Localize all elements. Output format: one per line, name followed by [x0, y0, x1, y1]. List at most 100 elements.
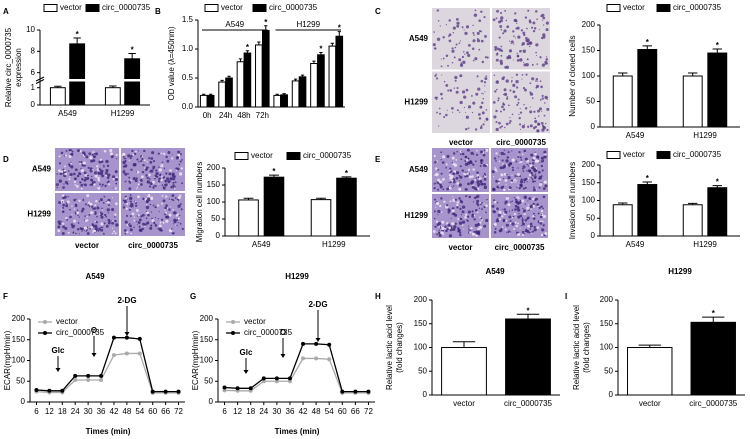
cell-speck [137, 150, 139, 152]
error-bar [312, 60, 316, 64]
cell-speck [140, 154, 142, 156]
cell-speck [513, 213, 517, 216]
cell-speck [446, 227, 449, 231]
cell-speck [81, 207, 85, 211]
cell-speck [162, 186, 166, 190]
cell-speck [440, 58, 442, 60]
cell-speck [149, 182, 153, 186]
cell-speck [146, 181, 149, 184]
cell-speck [163, 175, 165, 178]
cell-speck [459, 217, 463, 221]
cell-speck [148, 173, 151, 177]
cell-speck [506, 96, 509, 98]
cell-speck [81, 230, 83, 232]
cell-speck [509, 40, 511, 42]
cell-speck [544, 63, 547, 65]
cell-speck [524, 107, 528, 110]
cell-speck [115, 202, 118, 206]
cell-speck [467, 168, 471, 172]
cell-speck [71, 214, 73, 216]
y-tick-label: 100 [414, 343, 428, 352]
cell-speck [498, 160, 501, 163]
cell-speck [477, 182, 481, 187]
cell-speck [544, 184, 548, 188]
cell-speck [535, 80, 537, 82]
cell-speck [91, 153, 94, 156]
cell-speck [451, 162, 454, 164]
cell-speck [476, 149, 478, 152]
significance-mark: * [246, 43, 250, 52]
cell-speck [532, 215, 535, 218]
cell-speck [534, 180, 536, 183]
cell-speck [465, 213, 468, 216]
cell-speck [438, 233, 442, 237]
cell-speck [476, 232, 479, 235]
x-tick-label: 0h [203, 111, 212, 120]
cell-speck [521, 199, 525, 203]
point [340, 389, 345, 394]
cell-speck [503, 208, 507, 211]
cell-speck [539, 222, 543, 225]
x-tick-label: A549 [626, 240, 645, 249]
cell-speck [475, 188, 478, 191]
cell-speck [84, 230, 87, 232]
cell-speck [463, 29, 465, 31]
cell-speck [520, 178, 523, 181]
cell-speck [531, 162, 535, 165]
cell-speck [477, 87, 481, 91]
cell-speck [158, 177, 162, 181]
cell-speck [459, 74, 463, 78]
cell-speck [136, 186, 139, 188]
cell-speck [168, 198, 171, 200]
cell-speck [515, 73, 519, 76]
cell-speck [471, 180, 475, 184]
cell-speck [133, 216, 135, 218]
legend-label: vector [60, 3, 82, 12]
cell-speck [503, 126, 506, 129]
cell-speck [176, 219, 179, 222]
cell-speck [476, 39, 481, 43]
cell-speck [456, 206, 459, 209]
cell-speck [135, 204, 138, 207]
cell-speck [144, 225, 146, 227]
cell-speck [461, 152, 465, 156]
cell-speck [440, 225, 443, 228]
cell-speck [452, 180, 456, 184]
cell-speck [435, 167, 438, 170]
cell-speck [158, 210, 160, 213]
cell-speck [540, 175, 543, 178]
cell-speck [435, 73, 437, 76]
bar [317, 54, 325, 108]
cell-speck [480, 105, 483, 108]
cell-speck [93, 152, 96, 155]
cell-speck [529, 124, 533, 128]
cell-speck [445, 54, 449, 57]
cell-speck [483, 224, 487, 228]
cell-speck [142, 197, 145, 201]
cell-speck [533, 226, 536, 229]
cell-speck [83, 171, 87, 175]
legend-swatch [85, 4, 100, 12]
point [124, 335, 129, 340]
cell-speck [171, 177, 176, 181]
cell-speck [168, 208, 171, 211]
significance-mark: * [272, 167, 276, 176]
cell-speck [530, 208, 532, 211]
cell-speck [145, 205, 150, 210]
cell-speck [94, 224, 98, 228]
cell-speck [483, 172, 486, 175]
cell-speck [485, 118, 489, 121]
cell-speck [517, 202, 520, 205]
cell-speck [451, 49, 455, 53]
cell-speck [100, 169, 104, 173]
row-label: H1299 [27, 210, 51, 219]
cell-speck [433, 154, 436, 158]
cell-speck [440, 151, 443, 154]
cell-speck [78, 161, 80, 163]
cell-speck [132, 176, 136, 181]
cell-speck [480, 217, 483, 220]
cell-speck [62, 168, 65, 171]
row-label: A549 [32, 165, 52, 174]
cell-speck [147, 211, 149, 214]
cell-speck [108, 220, 111, 223]
